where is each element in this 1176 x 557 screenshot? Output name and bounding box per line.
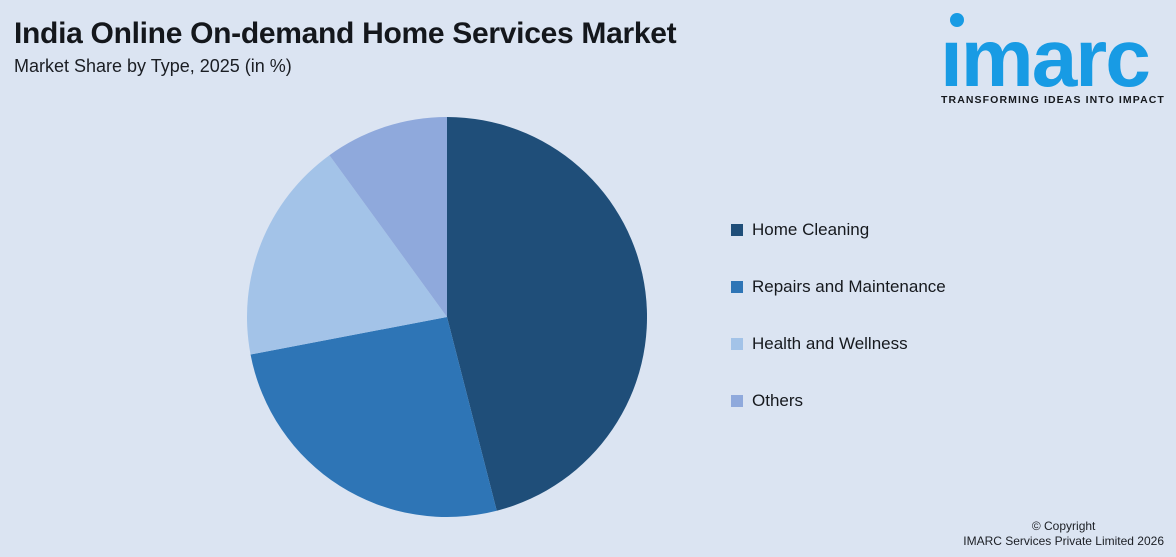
legend-swatch-others [731,395,743,407]
copyright-line-1: © Copyright [1031,519,1096,533]
logo-tagline: TRANSFORMING IDEAS INTO IMPACT [941,94,1165,106]
pie-slice-others [329,117,447,317]
legend-item-repairs-and-maintenance: Repairs and Maintenance [731,277,946,297]
logo-wordmark: ımarc [940,13,1151,104]
pie-slice-repairs-and-maintenance [250,317,497,518]
legend-label: Health and Wellness [752,334,908,353]
legend-item-others: Others [731,391,946,411]
copyright-notice: © Copyright IMARC Services Private Limit… [963,519,1164,549]
legend-item-health-and-wellness: Health and Wellness [731,334,946,354]
copyright-line-2: IMARC Services Private Limited 2026 [963,534,1164,548]
legend-swatch-health-and-wellness [731,338,743,350]
pie-slice-health-and-wellness [246,155,447,355]
page-subtitle: Market Share by Type, 2025 (in %) [14,56,292,76]
pie-chart [245,115,649,519]
header: India Online On-demand Home Services Mar… [14,16,677,78]
legend-swatch-home-cleaning [731,224,743,236]
page-title: India Online On-demand Home Services Mar… [14,17,677,50]
legend: Home Cleaning Repairs and Maintenance He… [731,220,946,411]
legend-label: Repairs and Maintenance [752,277,946,296]
legend-swatch-repairs-and-maintenance [731,281,743,293]
pie-slice-home-cleaning [447,117,648,511]
legend-label: Others [752,391,804,410]
logo-i-dot-icon [950,13,964,27]
pie-chart-svg [246,117,648,518]
legend-label: Home Cleaning [752,220,870,239]
legend-item-home-cleaning: Home Cleaning [731,220,946,240]
imarc-logo: ımarc TRANSFORMING IDEAS INTO IMPACT [938,6,1170,108]
